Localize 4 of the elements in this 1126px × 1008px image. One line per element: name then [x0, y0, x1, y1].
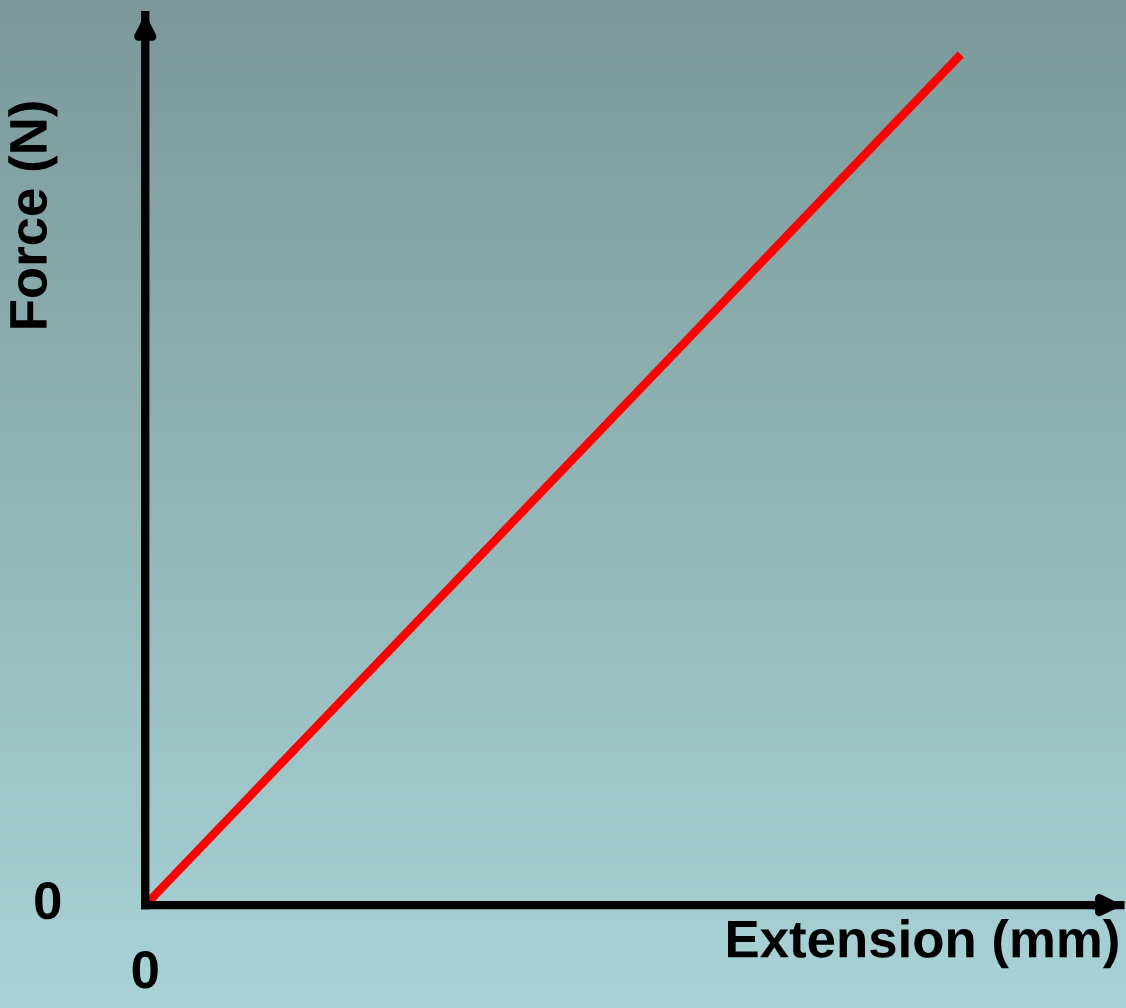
text: 0 — [132, 951, 158, 989]
x-axis-title: Extension (mm) — [728, 919, 1118, 969]
annotation: 0 — [35, 881, 61, 920]
y-axis-title: Force (N) — [8, 102, 58, 328]
